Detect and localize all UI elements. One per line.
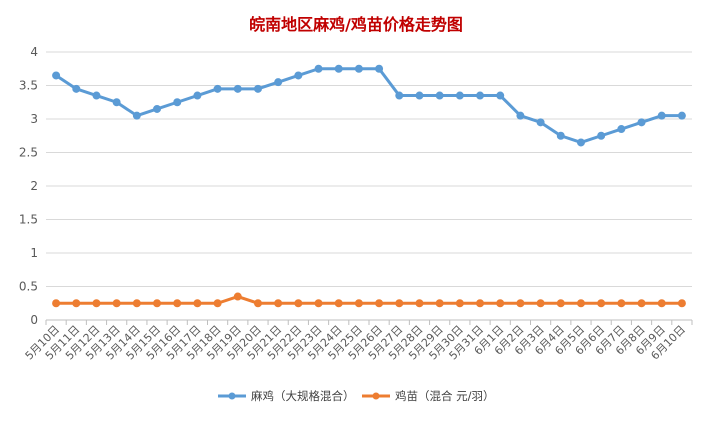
y-tick-label: 1.5 bbox=[19, 213, 38, 227]
legend: 麻鸡（大规格混合） 鸡苗（混合 元/羽） bbox=[218, 389, 495, 403]
data-point bbox=[354, 299, 363, 308]
data-point bbox=[274, 299, 283, 308]
series-lines bbox=[52, 64, 686, 308]
legend-label: 麻鸡（大规格混合） bbox=[251, 389, 355, 403]
data-point bbox=[536, 299, 545, 308]
data-point bbox=[455, 299, 464, 308]
data-point bbox=[516, 299, 525, 308]
data-point bbox=[253, 299, 262, 308]
data-point bbox=[637, 299, 646, 308]
data-point bbox=[617, 125, 626, 134]
data-point bbox=[637, 118, 646, 127]
y-tick-label: 3.5 bbox=[19, 79, 38, 93]
data-point bbox=[354, 64, 363, 73]
data-point bbox=[52, 71, 61, 80]
data-point bbox=[132, 299, 141, 308]
data-point bbox=[314, 299, 323, 308]
data-point bbox=[213, 299, 222, 308]
data-point bbox=[375, 299, 384, 308]
series-line-1 bbox=[55, 67, 682, 144]
data-point bbox=[72, 299, 81, 308]
data-point bbox=[334, 64, 343, 73]
y-tick-label: 2 bbox=[30, 179, 38, 193]
data-point bbox=[435, 299, 444, 308]
data-point bbox=[536, 118, 545, 127]
data-point bbox=[617, 299, 626, 308]
data-point bbox=[72, 84, 81, 93]
data-point bbox=[233, 292, 242, 301]
axes: 00.511.522.533.545月10日5月11日5月12日5月13日5月1… bbox=[19, 45, 693, 363]
data-point bbox=[597, 131, 606, 140]
data-point bbox=[576, 138, 585, 147]
data-point bbox=[213, 84, 222, 93]
data-point bbox=[576, 299, 585, 308]
data-point bbox=[92, 91, 101, 100]
data-point bbox=[193, 299, 202, 308]
y-tick-label: 0.5 bbox=[19, 280, 38, 294]
data-point bbox=[415, 299, 424, 308]
y-tick-label: 2.5 bbox=[19, 146, 38, 160]
data-point bbox=[677, 299, 686, 308]
data-point bbox=[294, 299, 303, 308]
data-point bbox=[314, 64, 323, 73]
data-point bbox=[294, 71, 303, 80]
data-point bbox=[233, 84, 242, 93]
y-tick-label: 0 bbox=[30, 313, 38, 327]
y-tick-label: 4 bbox=[30, 45, 38, 59]
data-point bbox=[112, 299, 121, 308]
data-point bbox=[435, 91, 444, 100]
legend-swatch-marker bbox=[372, 392, 380, 400]
data-point bbox=[274, 78, 283, 87]
data-point bbox=[556, 131, 565, 140]
legend-swatch-marker bbox=[228, 392, 236, 400]
data-point bbox=[173, 299, 182, 308]
y-tick-label: 3 bbox=[30, 112, 38, 126]
data-point bbox=[657, 111, 666, 120]
y-tick-label: 1 bbox=[30, 246, 38, 260]
data-point bbox=[677, 111, 686, 120]
data-point bbox=[153, 299, 162, 308]
data-point bbox=[597, 299, 606, 308]
data-point bbox=[153, 104, 162, 113]
data-point bbox=[395, 91, 404, 100]
data-point bbox=[193, 91, 202, 100]
data-point bbox=[455, 91, 464, 100]
data-point bbox=[375, 64, 384, 73]
data-point bbox=[173, 98, 182, 107]
data-point bbox=[556, 299, 565, 308]
data-point bbox=[112, 98, 121, 107]
gridlines bbox=[46, 51, 692, 321]
data-point bbox=[496, 91, 505, 100]
data-point bbox=[92, 299, 101, 308]
data-point bbox=[395, 299, 404, 308]
legend-label: 鸡苗（混合 元/羽） bbox=[395, 389, 495, 403]
data-point bbox=[334, 299, 343, 308]
data-point bbox=[415, 91, 424, 100]
data-point bbox=[496, 299, 505, 308]
data-point bbox=[657, 299, 666, 308]
data-point bbox=[52, 299, 61, 308]
series-line-2 bbox=[56, 295, 682, 305]
data-point bbox=[253, 84, 262, 93]
data-point bbox=[516, 111, 525, 120]
chart-title: 皖南地区麻鸡/鸡苗价格走势图 bbox=[249, 15, 463, 34]
data-point bbox=[476, 91, 485, 100]
data-point bbox=[132, 111, 141, 120]
data-point bbox=[476, 299, 485, 308]
